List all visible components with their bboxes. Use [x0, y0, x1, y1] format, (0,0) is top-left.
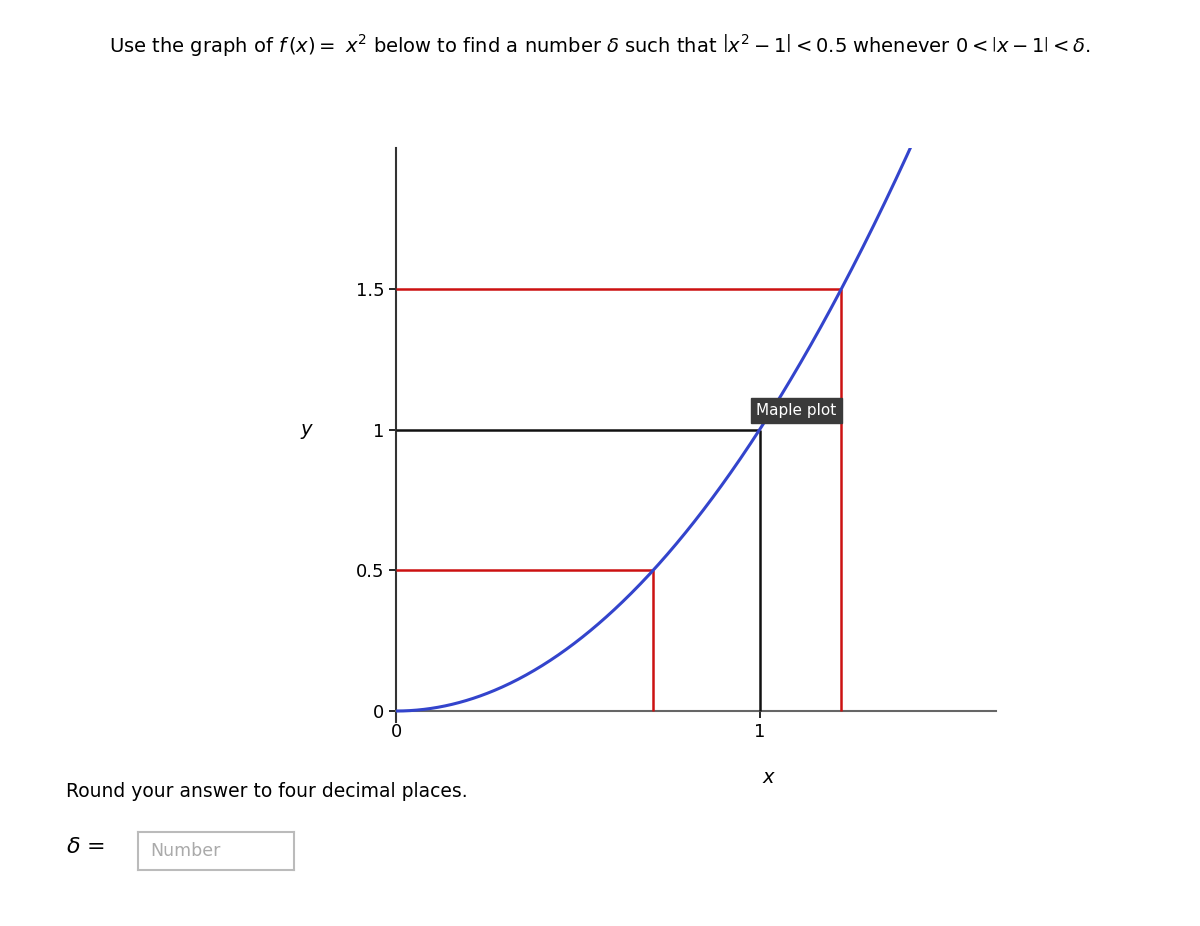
- Text: y: y: [300, 420, 312, 439]
- Text: Maple plot: Maple plot: [756, 403, 836, 419]
- Text: Round your answer to four decimal places.: Round your answer to four decimal places…: [66, 782, 468, 802]
- Text: Use the graph of $f\,(x) = \ x^2$ below to find a number $\delta$ such that $\le: Use the graph of $f\,(x) = \ x^2$ below …: [109, 32, 1091, 58]
- Text: $\delta$ =: $\delta$ =: [66, 837, 104, 857]
- Text: x: x: [762, 769, 774, 787]
- Text: Number: Number: [150, 842, 221, 860]
